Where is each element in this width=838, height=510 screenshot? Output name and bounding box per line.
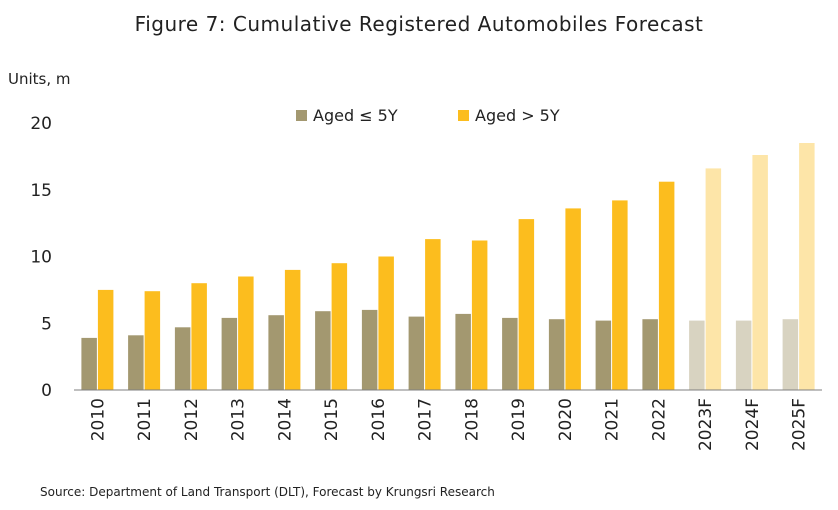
x-tick-label: 2020: [556, 398, 576, 441]
bar-aged_le5-2010: [81, 337, 97, 390]
y-tick-label: 5: [41, 314, 52, 334]
y-axis-ticks: 0 5 10 15 20: [30, 114, 52, 401]
bar-aged_le5-2016: [361, 309, 378, 390]
x-tick-label: 2010: [88, 398, 108, 441]
x-tick-label: 2017: [416, 398, 436, 441]
bar-aged_le5-2012: [174, 327, 191, 390]
bar-aged_gt5-2015: [331, 263, 348, 390]
bar-aged_gt5-2025F: [799, 143, 815, 390]
bar-aged_le5-2022: [642, 319, 658, 390]
x-tick-label: 2024F: [743, 398, 763, 451]
x-tick-label: 2018: [462, 398, 482, 441]
bar-aged_gt5-2013: [238, 276, 254, 390]
bar-aged_le5-2019: [502, 317, 518, 390]
bar-aged_gt5-2010: [97, 289, 114, 390]
bar-aged_gt5-2019: [518, 219, 535, 390]
bar-aged_gt5-2016: [378, 256, 394, 390]
bar-aged_le5-2021: [595, 320, 612, 390]
bar-aged_le5-2013: [221, 317, 238, 390]
bar-aged_gt5-2023F: [705, 168, 722, 390]
chart-title: Figure 7: Cumulative Registered Automobi…: [134, 12, 704, 36]
legend-label: Aged ≤ 5Y: [313, 106, 398, 125]
x-tick-label: 2023F: [696, 398, 716, 451]
x-tick-label: 2012: [182, 398, 202, 441]
source-note: Source: Department of Land Transport (DL…: [40, 485, 495, 499]
x-tick-label: 2021: [603, 398, 623, 441]
y-axis-label: Units, m: [8, 70, 71, 88]
bar-aged_gt5-2017: [425, 239, 441, 390]
bar-aged_le5-2020: [548, 319, 565, 390]
x-tick-label: 2016: [369, 398, 389, 441]
bar-aged_le5-2017: [408, 316, 425, 390]
bar-aged_le5-2014: [268, 315, 284, 390]
x-tick-label: 2019: [509, 398, 529, 441]
x-axis-labels: 2010 2011 2012 2013 2014 2015 2016 2017 2018 2019…: [88, 398, 809, 451]
bar-aged_le5-2025F: [782, 319, 799, 390]
bar-aged_gt5-2021: [612, 200, 628, 390]
y-tick-label: 10: [30, 248, 52, 268]
bar-aged_gt5-2024F: [752, 155, 768, 390]
x-tick-label: 2025F: [790, 398, 810, 451]
bar-aged_gt5-2014: [284, 269, 301, 390]
x-tick-label: 2011: [135, 398, 155, 441]
bar-aged_le5-2023F: [689, 320, 705, 390]
bar-aged_le5-2024F: [735, 320, 752, 390]
bars: [81, 143, 815, 390]
bar-aged_le5-2018: [455, 313, 471, 390]
x-tick-label: 2014: [275, 398, 295, 441]
bar-aged_gt5-2012: [191, 283, 207, 390]
y-tick-label: 20: [30, 114, 52, 134]
legend: Aged ≤ 5Y Aged > 5Y: [296, 106, 560, 125]
bar-aged_gt5-2022: [658, 181, 675, 390]
bar-aged_le5-2011: [128, 335, 144, 390]
y-tick-label: 0: [41, 381, 52, 401]
x-tick-label: 2022: [649, 398, 669, 441]
bar-aged_gt5-2018: [471, 240, 488, 390]
y-tick-label: 15: [30, 181, 52, 201]
bar-aged_le5-2015: [315, 311, 331, 390]
x-tick-label: 2013: [229, 398, 249, 441]
legend-label: Aged > 5Y: [475, 106, 560, 125]
legend-swatch: [296, 110, 307, 121]
legend-swatch: [458, 110, 469, 121]
bar-aged_gt5-2011: [144, 291, 161, 390]
x-tick-label: 2015: [322, 398, 342, 441]
bar-aged_gt5-2020: [565, 208, 581, 390]
